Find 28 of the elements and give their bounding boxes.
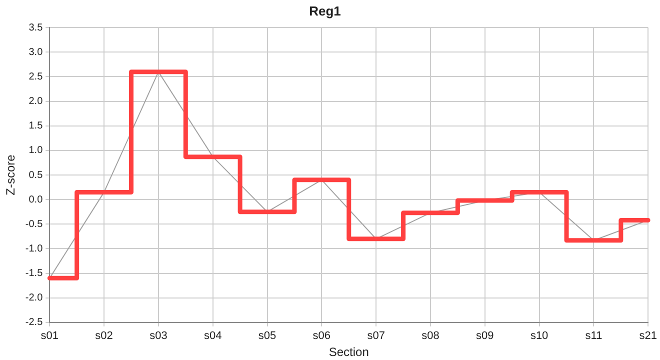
x-tick-label: s03 <box>150 330 168 342</box>
y-tick-label: -2.5 <box>25 317 44 328</box>
y-tick-label: -1.5 <box>25 268 44 280</box>
x-tick-label: s11 <box>585 330 602 342</box>
x-tick-label: s01 <box>40 330 59 342</box>
y-tick-label: -2.0 <box>25 292 44 304</box>
x-tick-label: s10 <box>530 330 548 342</box>
y-tick-label: -0.5 <box>25 218 44 230</box>
x-tick-label: s02 <box>95 330 113 342</box>
x-tick-label: s05 <box>258 330 276 342</box>
y-tick-label: 0.5 <box>28 170 44 181</box>
x-tick-label: s21 <box>639 330 658 342</box>
y-tick-label: 1.0 <box>28 145 44 156</box>
x-tick-label: s09 <box>476 330 494 342</box>
chart-title: Reg1 <box>309 3 341 18</box>
x-tick-label: s07 <box>367 330 385 342</box>
y-tick-label: 1.5 <box>28 120 44 132</box>
x-tick-label: s08 <box>422 330 440 342</box>
x-tick-label: s04 <box>204 330 222 342</box>
y-tick-label: 0.0 <box>28 194 44 206</box>
x-tick-label: s06 <box>312 330 331 342</box>
y-tick-label: 3.0 <box>28 46 44 58</box>
y-axis-title: Z-score <box>4 154 18 196</box>
x-axis-title: Section <box>328 345 369 360</box>
y-tick-label: -1.0 <box>25 243 44 254</box>
y-tick-label: 2.5 <box>28 71 44 82</box>
y-tick-label: 2.0 <box>28 96 44 108</box>
y-tick-label: 3.5 <box>28 22 44 34</box>
